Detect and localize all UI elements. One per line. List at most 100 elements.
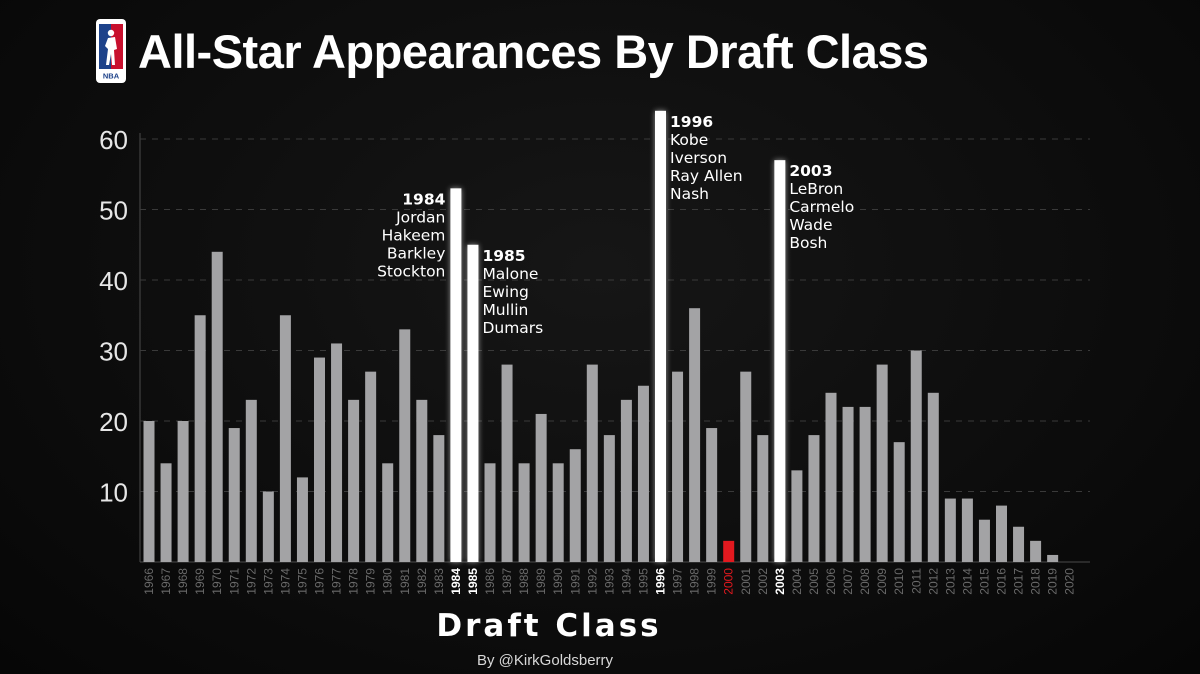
x-tick-label-2014: 2014	[960, 568, 974, 595]
x-tick-label-1968: 1968	[176, 568, 190, 595]
bar-1980	[382, 463, 394, 562]
bar-1986	[484, 463, 496, 562]
bar-1978	[348, 399, 360, 562]
bar-1968	[177, 421, 189, 562]
annotation-player-2003: Wade	[789, 216, 832, 234]
x-tick-label-1978: 1978	[347, 568, 361, 595]
x-tick-label-2008: 2008	[858, 568, 872, 595]
x-tick-label-2016: 2016	[995, 568, 1009, 595]
x-tick-label-1971: 1971	[227, 568, 241, 595]
bar-1985	[467, 244, 479, 562]
annotation-player-1985: Ewing	[482, 283, 528, 301]
nba-logo-icon: NBA	[96, 19, 126, 83]
annotation-year-1984: 1984	[402, 190, 445, 208]
bar-2001	[740, 371, 752, 562]
annotation-year-1985: 1985	[482, 247, 525, 265]
bar-2003	[774, 160, 786, 562]
bar-2006	[825, 392, 837, 562]
bar-1976	[314, 357, 325, 562]
x-tick-label-2019: 2019	[1046, 568, 1060, 595]
annotation-player-1985: Dumars	[482, 319, 543, 337]
bar-1970	[211, 251, 223, 563]
x-tick-label-2003: 2003	[773, 568, 787, 595]
bar-2013	[944, 498, 956, 562]
bar-2017	[1013, 526, 1025, 562]
bar-2000	[723, 540, 735, 562]
bar-2012	[927, 392, 939, 562]
x-tick-label-1966: 1966	[142, 568, 156, 595]
annotation-player-1996: Nash	[670, 185, 709, 203]
x-tick-label-2017: 2017	[1012, 568, 1026, 595]
x-tick-label-1985: 1985	[466, 568, 480, 595]
bar-2019	[1047, 554, 1059, 562]
x-tick-label-2020: 2020	[1063, 568, 1077, 595]
annotation-player-2003: LeBron	[789, 180, 843, 198]
x-tick-label-1996: 1996	[654, 568, 668, 595]
bar-1999	[706, 428, 718, 562]
x-tick-label-1992: 1992	[585, 568, 599, 595]
x-tick-label-2013: 2013	[943, 568, 957, 595]
annotation-year-1996: 1996	[670, 113, 713, 131]
x-tick-label-1986: 1986	[483, 568, 497, 595]
bar-1987	[501, 364, 513, 562]
bar-1992	[586, 364, 598, 562]
bar-2016	[996, 505, 1007, 562]
annotation-player-1984: Barkley	[387, 244, 446, 262]
bar-2015	[978, 519, 990, 562]
bar-2004	[791, 470, 803, 562]
x-tick-label-1993: 1993	[602, 568, 616, 595]
x-tick-label-1984: 1984	[449, 568, 463, 595]
bar-1977	[331, 343, 343, 562]
x-tick-label-2006: 2006	[824, 568, 838, 595]
x-tick-label-2012: 2012	[926, 568, 940, 595]
annotation-player-1996: Iverson	[670, 149, 727, 167]
bar-1966	[143, 421, 155, 562]
bar-1993	[603, 435, 615, 562]
x-tick-label-1970: 1970	[210, 568, 224, 595]
x-tick-label-1999: 1999	[705, 568, 719, 595]
y-tick-label: 50	[99, 196, 128, 226]
y-tick-label: 10	[99, 478, 128, 508]
annotation-player-1985: Mullin	[482, 301, 528, 319]
x-tick-label-2015: 2015	[977, 568, 991, 595]
bar-1967	[160, 463, 172, 562]
bar-1982	[416, 399, 428, 562]
bar-1989	[535, 413, 547, 562]
x-tick-label-1975: 1975	[295, 568, 309, 595]
bars	[143, 110, 1059, 563]
annotation-player-1984: Jordan	[395, 208, 445, 226]
byline: By @KirkGoldsberry	[476, 652, 614, 669]
x-tick-label-1980: 1980	[381, 568, 395, 595]
page-title: All-Star Appearances By Draft Class	[138, 24, 929, 78]
bar-2010	[893, 442, 905, 562]
y-axis-ticks: 10 20 30 40 50 60	[99, 125, 128, 508]
annotation-player-1985: Malone	[482, 265, 538, 283]
x-tick-label-1990: 1990	[551, 568, 565, 595]
bar-2005	[808, 435, 820, 562]
x-tick-label-1994: 1994	[619, 568, 633, 595]
annotation-player-2003: Bosh	[789, 234, 827, 252]
bar-2011	[910, 350, 922, 562]
x-tick-label-1982: 1982	[415, 568, 429, 595]
x-tick-label-1998: 1998	[688, 568, 702, 595]
header: NBA All-Star Appearances By Draft Class	[96, 16, 929, 86]
bar-2008	[859, 406, 871, 562]
bar-2007	[842, 406, 854, 562]
x-tick-label-2001: 2001	[739, 568, 753, 595]
logo-text: NBA	[103, 72, 120, 81]
bar-1991	[569, 449, 581, 562]
x-axis-label: Draft Class	[436, 608, 662, 644]
x-tick-label-2000: 2000	[722, 568, 736, 595]
x-tick-label-1981: 1981	[398, 568, 412, 595]
x-tick-label-1972: 1972	[244, 568, 258, 595]
bar-1981	[399, 329, 411, 562]
y-tick-label: 20	[99, 407, 128, 437]
x-tick-label-1967: 1967	[159, 568, 173, 595]
bar-1996	[655, 110, 666, 563]
annotation-year-2003: 2003	[789, 162, 832, 180]
bar-1972	[245, 399, 257, 562]
x-tick-label-1983: 1983	[432, 568, 446, 595]
bar-1998	[689, 308, 701, 562]
